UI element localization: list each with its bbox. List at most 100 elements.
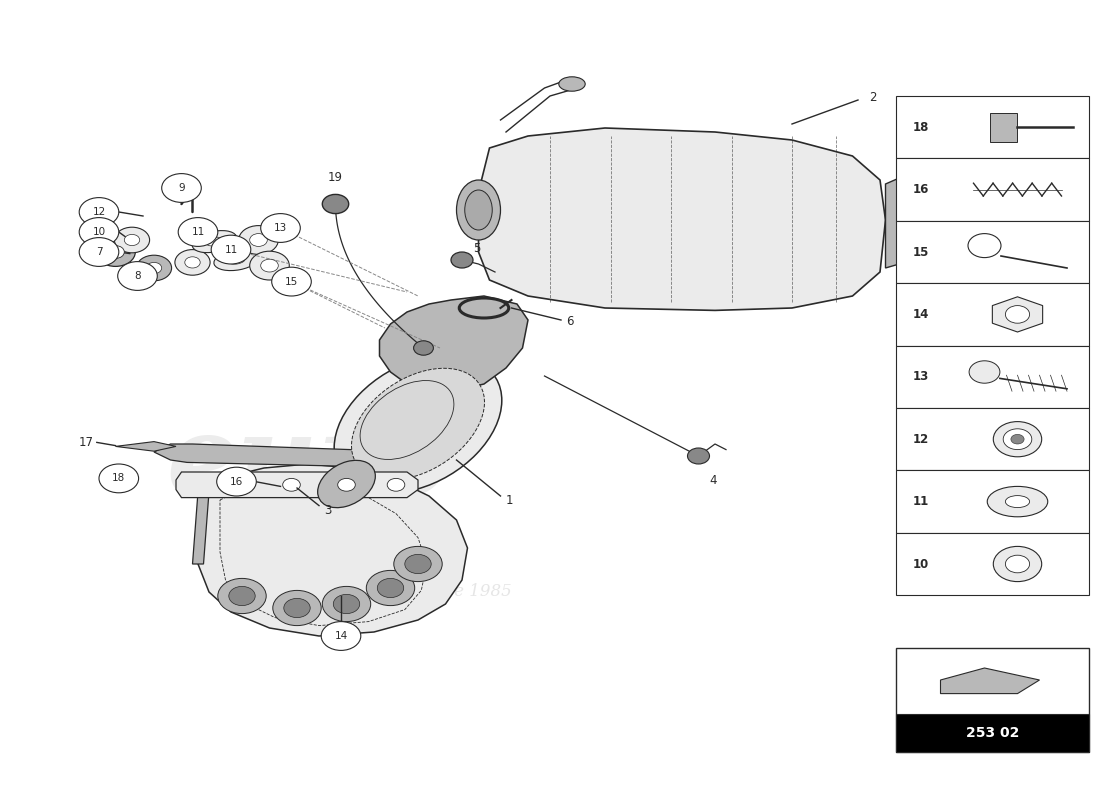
Circle shape — [217, 467, 256, 496]
Text: 13: 13 — [274, 223, 287, 233]
Circle shape — [1011, 434, 1024, 444]
Circle shape — [387, 478, 405, 491]
Bar — [896, 408, 1089, 470]
Circle shape — [107, 246, 124, 258]
Text: 7: 7 — [96, 247, 102, 257]
Ellipse shape — [228, 256, 245, 264]
Circle shape — [99, 464, 139, 493]
Text: 3: 3 — [324, 504, 332, 517]
Polygon shape — [176, 472, 418, 498]
Text: 15: 15 — [285, 277, 298, 286]
Circle shape — [377, 578, 404, 598]
Circle shape — [229, 586, 255, 606]
Circle shape — [118, 262, 157, 290]
Polygon shape — [886, 172, 946, 268]
Polygon shape — [992, 297, 1043, 332]
Circle shape — [178, 218, 218, 246]
Circle shape — [969, 361, 1000, 383]
Text: 8: 8 — [134, 271, 141, 281]
Ellipse shape — [318, 460, 375, 508]
Circle shape — [414, 341, 433, 355]
Polygon shape — [940, 668, 1040, 694]
Polygon shape — [116, 442, 176, 451]
Ellipse shape — [213, 250, 260, 270]
Circle shape — [146, 262, 162, 274]
Text: 2: 2 — [869, 91, 877, 104]
Circle shape — [273, 590, 321, 626]
Text: 16: 16 — [230, 477, 243, 486]
Circle shape — [211, 235, 251, 264]
Text: 19: 19 — [328, 171, 343, 184]
Ellipse shape — [987, 486, 1047, 517]
Ellipse shape — [192, 230, 236, 253]
Circle shape — [250, 234, 267, 246]
Text: 12: 12 — [913, 433, 930, 446]
Circle shape — [114, 227, 150, 253]
Text: 1: 1 — [506, 494, 514, 506]
Text: 15: 15 — [913, 246, 930, 258]
Bar — [896, 283, 1089, 346]
Polygon shape — [198, 464, 468, 636]
Circle shape — [283, 478, 300, 491]
Circle shape — [162, 174, 201, 202]
Circle shape — [136, 255, 172, 281]
Bar — [896, 648, 1089, 752]
Circle shape — [261, 259, 278, 272]
Text: 6: 6 — [566, 315, 574, 328]
Text: 18: 18 — [112, 474, 125, 483]
Text: 18: 18 — [913, 121, 930, 134]
Circle shape — [405, 554, 431, 574]
Bar — [896, 158, 1089, 221]
Circle shape — [322, 586, 371, 622]
Circle shape — [1003, 429, 1032, 450]
Ellipse shape — [352, 368, 484, 480]
Circle shape — [993, 422, 1042, 457]
Circle shape — [261, 214, 300, 242]
Text: 5: 5 — [473, 242, 481, 254]
Circle shape — [96, 238, 135, 266]
Bar — [896, 533, 1089, 595]
Circle shape — [451, 252, 473, 268]
Circle shape — [79, 218, 119, 246]
Text: 11: 11 — [224, 245, 238, 254]
Polygon shape — [379, 296, 528, 392]
Ellipse shape — [334, 355, 502, 493]
Circle shape — [338, 478, 355, 491]
Text: 11: 11 — [913, 495, 930, 508]
Text: 10: 10 — [92, 227, 106, 237]
Text: a passion for parts since 1985: a passion for parts since 1985 — [258, 583, 512, 601]
Bar — [896, 714, 1089, 752]
Text: 13: 13 — [913, 370, 930, 383]
Text: euro: euro — [166, 410, 450, 518]
Circle shape — [218, 578, 266, 614]
Bar — [990, 113, 1018, 142]
Circle shape — [1005, 555, 1030, 573]
Circle shape — [394, 546, 442, 582]
Text: 4: 4 — [710, 474, 717, 486]
Circle shape — [322, 194, 349, 214]
Circle shape — [79, 198, 119, 226]
Bar — [896, 346, 1089, 408]
Ellipse shape — [206, 238, 223, 246]
Circle shape — [272, 267, 311, 296]
Ellipse shape — [559, 77, 585, 91]
Circle shape — [250, 251, 289, 280]
Text: 10: 10 — [913, 558, 930, 570]
Circle shape — [239, 226, 278, 254]
Circle shape — [79, 238, 119, 266]
Circle shape — [175, 250, 210, 275]
Text: 253 02: 253 02 — [966, 726, 1020, 740]
Polygon shape — [154, 444, 429, 468]
Circle shape — [366, 570, 415, 606]
Circle shape — [284, 598, 310, 618]
Bar — [896, 96, 1089, 158]
Ellipse shape — [456, 180, 501, 240]
Bar — [896, 470, 1089, 533]
Ellipse shape — [464, 190, 493, 230]
Text: 11: 11 — [191, 227, 205, 237]
Circle shape — [1005, 306, 1030, 323]
Circle shape — [333, 594, 360, 614]
Text: 14: 14 — [913, 308, 930, 321]
Polygon shape — [192, 492, 209, 564]
Circle shape — [688, 448, 710, 464]
